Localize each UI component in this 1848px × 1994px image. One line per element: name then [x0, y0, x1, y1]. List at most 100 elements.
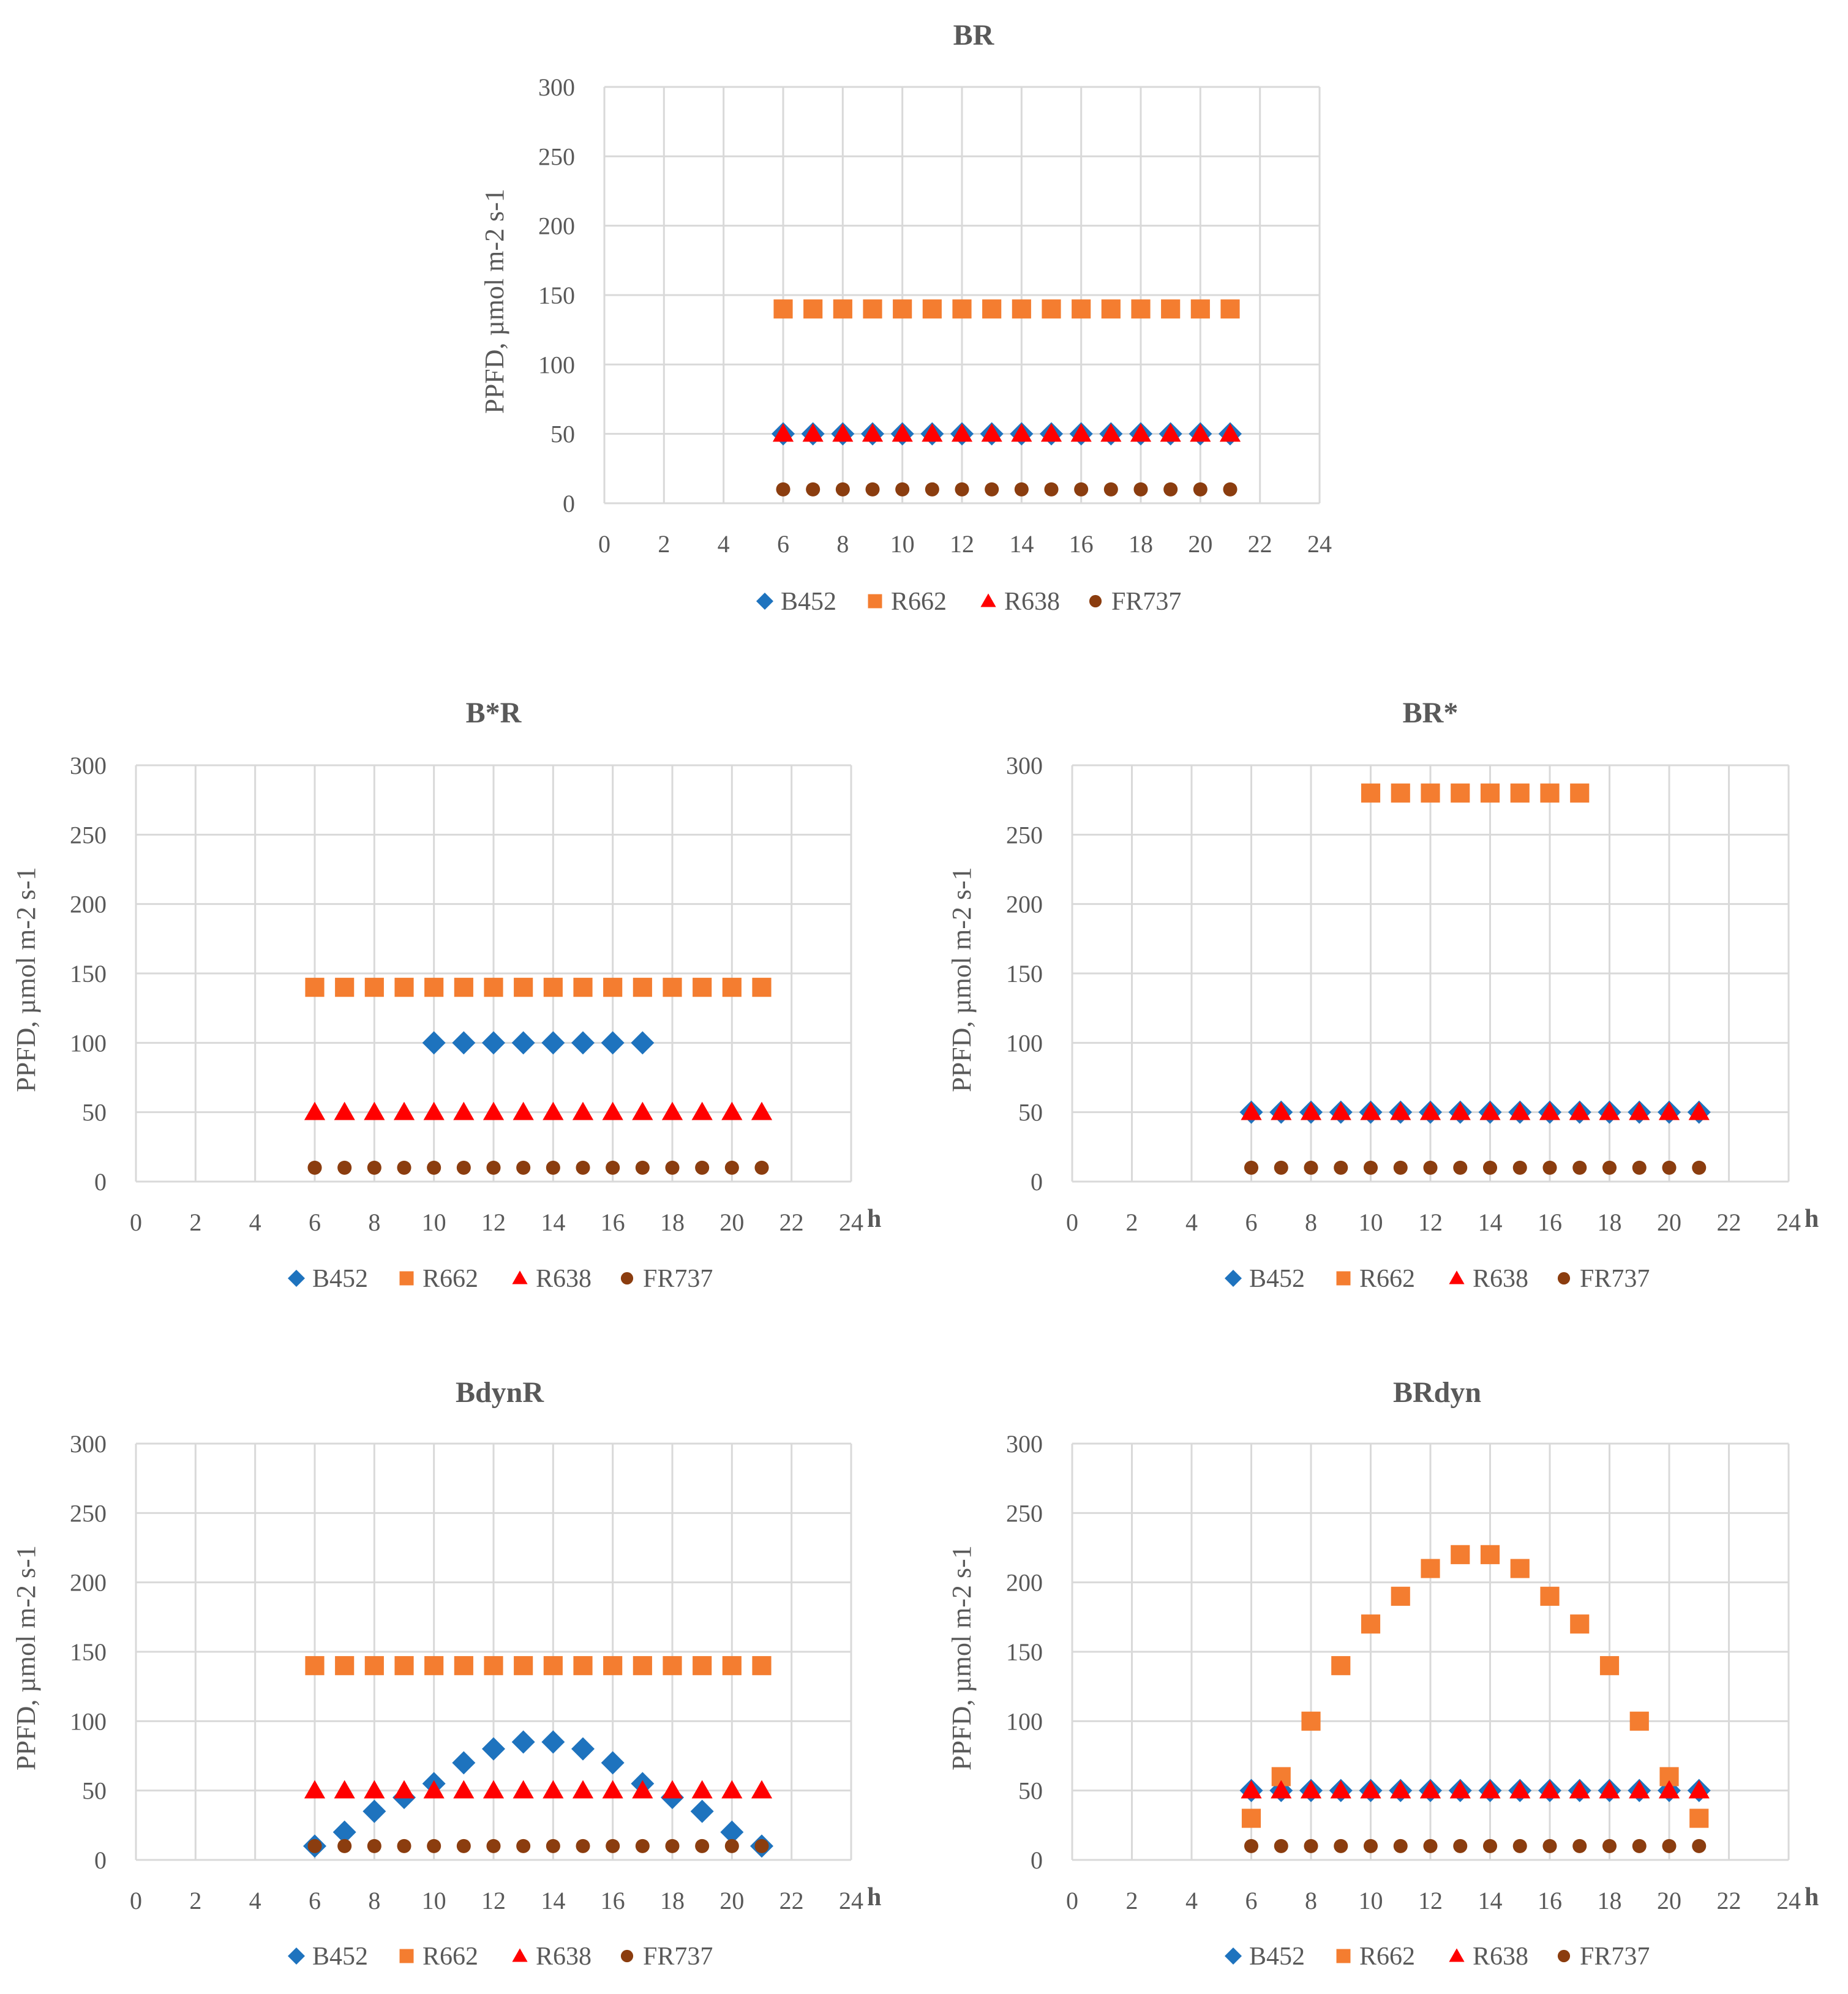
- y-tick-label: 150: [538, 282, 575, 309]
- data-point-r662: [335, 1656, 355, 1676]
- x-tick-label: 22: [1717, 1209, 1741, 1236]
- data-point-r638: [1449, 1101, 1471, 1120]
- data-point-fr737: [1244, 1838, 1259, 1853]
- x-tick-label: 16: [1538, 1887, 1562, 1914]
- data-point-b452: [332, 1820, 356, 1844]
- data-point-r638: [832, 423, 854, 442]
- x-tick-label: 12: [950, 530, 974, 558]
- data-point-r638: [364, 1780, 385, 1799]
- legend: B452 R662 R638 FR737: [288, 1265, 713, 1293]
- x-tick-label: 10: [422, 1209, 446, 1236]
- data-point-fr737: [1482, 1838, 1498, 1853]
- data-point-fr737: [1602, 1160, 1617, 1175]
- x-tick-label: 24: [1307, 530, 1332, 558]
- legend-marker: [868, 594, 882, 609]
- data-point-fr737: [1393, 1160, 1408, 1175]
- y-tick-label: 250: [1006, 821, 1043, 849]
- legend-marker: [399, 1271, 414, 1286]
- legend-label: B452: [312, 1943, 368, 1971]
- data-point-r638: [1219, 423, 1241, 442]
- data-point-r638: [393, 1780, 415, 1799]
- y-tick-label: 0: [1031, 1168, 1043, 1196]
- data-point-r638: [1629, 1780, 1650, 1799]
- x-tick-label: 22: [779, 1209, 804, 1236]
- x-tick-label: 24: [839, 1209, 863, 1236]
- legend-marker: [288, 1947, 305, 1965]
- chart-title: BdynR: [456, 1376, 544, 1409]
- data-point-fr737: [806, 482, 821, 497]
- data-point-fr737: [427, 1838, 441, 1853]
- x-tick-label: 20: [719, 1209, 744, 1236]
- data-point-r662: [484, 1656, 503, 1676]
- data-point-r662: [1480, 1545, 1500, 1564]
- data-point-r662: [573, 978, 593, 997]
- x-tick-label: 4: [718, 530, 730, 558]
- legend-marker: [1336, 1949, 1351, 1963]
- y-tick-label: 100: [70, 1029, 107, 1057]
- data-point-fr737: [754, 1838, 769, 1853]
- data-point-r638: [1539, 1101, 1561, 1120]
- data-point-r662: [1421, 783, 1440, 803]
- x-tick-label: 12: [1418, 1887, 1443, 1914]
- legend-marker: [1336, 1271, 1351, 1286]
- legend-label: B452: [312, 1265, 368, 1293]
- data-point-r662: [752, 978, 772, 997]
- data-point-fr737: [754, 1160, 769, 1175]
- x-tick-label: 8: [368, 1209, 380, 1236]
- y-tick-label: 150: [70, 960, 107, 988]
- data-point-r662: [773, 299, 793, 319]
- data-point-r662: [394, 1656, 414, 1676]
- x-tick-label: 8: [368, 1887, 380, 1914]
- data-point-r638: [1419, 1780, 1441, 1799]
- x-tick-label: 20: [1657, 1209, 1681, 1236]
- x-tick-label: 14: [541, 1209, 565, 1236]
- data-point-r662: [364, 1656, 384, 1676]
- data-point-fr737: [1274, 1160, 1288, 1175]
- data-point-r638: [483, 1780, 505, 1799]
- data-point-fr737: [1423, 1160, 1438, 1175]
- data-point-r662: [633, 1656, 652, 1676]
- data-point-r662: [543, 1656, 563, 1676]
- data-point-r638: [1539, 1780, 1561, 1799]
- x-tick-label: 2: [1126, 1209, 1138, 1236]
- data-point-fr737: [1662, 1838, 1677, 1853]
- legend: B452 R662 R638 FR737: [1225, 1943, 1650, 1971]
- x-tick-label: 0: [1066, 1887, 1078, 1914]
- x-tick-label: 6: [777, 530, 789, 558]
- legend-marker: [756, 593, 773, 610]
- x-tick-label: 24: [1776, 1887, 1801, 1914]
- gridlines: [135, 1442, 852, 1861]
- data-point-r638: [572, 1780, 594, 1799]
- x-tick-label: 4: [1185, 1209, 1198, 1236]
- data-point-b452: [631, 1031, 655, 1055]
- data-point-fr737: [985, 482, 999, 497]
- data-point-fr737: [1363, 1160, 1378, 1175]
- data-point-fr737: [665, 1160, 680, 1175]
- data-point-b452: [601, 1751, 625, 1775]
- y-tick-label: 300: [70, 1430, 107, 1458]
- data-point-r662: [1131, 299, 1151, 319]
- data-point-fr737: [1304, 1838, 1318, 1853]
- legend-label: R662: [1359, 1265, 1415, 1293]
- data-point-r662: [1241, 1808, 1261, 1828]
- data-point-fr737: [1074, 482, 1089, 497]
- legend: B452 R662 R638 FR737: [756, 588, 1181, 616]
- legend-marker: [1089, 594, 1102, 608]
- y-tick-label: 150: [70, 1638, 107, 1666]
- x-axis-label-h: h: [1805, 1205, 1819, 1233]
- data-point-r662: [1391, 1586, 1410, 1606]
- y-tick-label: 300: [1006, 752, 1043, 779]
- data-point-b452: [571, 1031, 595, 1055]
- x-tick-label: 16: [601, 1887, 625, 1914]
- data-point-fr737: [1423, 1838, 1438, 1853]
- y-tick-label: 100: [538, 351, 575, 378]
- y-tick-label: 0: [1031, 1846, 1043, 1874]
- data-point-b452: [541, 1730, 565, 1754]
- data-point-r662: [1220, 299, 1240, 319]
- y-tick-label: 200: [70, 891, 107, 918]
- data-point-r662: [1331, 1656, 1351, 1676]
- x-tick-label: 12: [481, 1209, 506, 1236]
- x-tick-label: 0: [130, 1209, 142, 1236]
- x-tick-label: 10: [1359, 1209, 1383, 1236]
